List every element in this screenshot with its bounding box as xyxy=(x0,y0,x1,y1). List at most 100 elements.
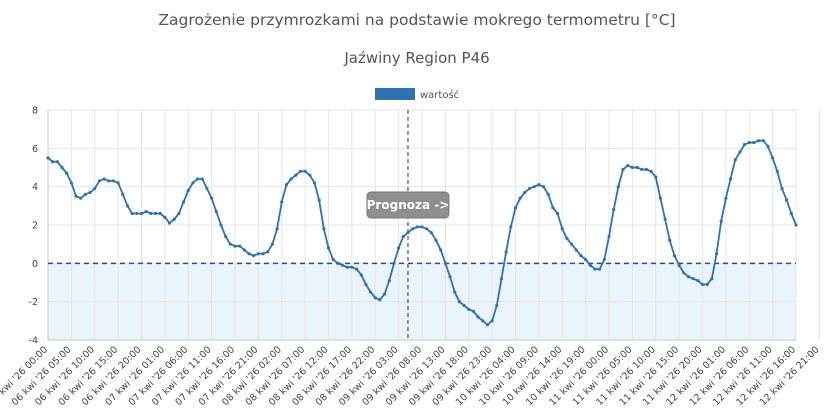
data-point[interactable] xyxy=(439,248,443,252)
data-point[interactable] xyxy=(527,186,532,191)
data-point[interactable] xyxy=(266,250,270,254)
data-point[interactable] xyxy=(780,186,784,191)
data-point[interactable] xyxy=(761,139,765,143)
data-point[interactable] xyxy=(714,252,719,256)
data-point[interactable] xyxy=(682,271,686,275)
data-point[interactable] xyxy=(345,265,349,269)
data-point[interactable] xyxy=(728,177,733,181)
data-point[interactable] xyxy=(429,231,433,235)
data-point[interactable] xyxy=(387,278,391,283)
data-point[interactable] xyxy=(368,290,373,294)
data-point[interactable] xyxy=(340,263,345,267)
data-point[interactable] xyxy=(443,261,447,265)
data-point[interactable] xyxy=(317,198,321,202)
data-point[interactable] xyxy=(504,250,508,254)
data-point[interactable] xyxy=(163,215,167,219)
data-point[interactable] xyxy=(107,179,111,183)
data-point[interactable] xyxy=(532,185,536,189)
data-point[interactable] xyxy=(602,257,606,262)
data-point[interactable] xyxy=(238,244,242,248)
data-point[interactable] xyxy=(181,200,186,204)
data-point[interactable] xyxy=(102,177,106,181)
forecast-badge[interactable] xyxy=(366,191,450,219)
data-point[interactable] xyxy=(700,282,705,287)
data-point[interactable] xyxy=(74,194,78,198)
data-point[interactable] xyxy=(130,211,134,216)
data-point[interactable] xyxy=(513,206,518,210)
data-point[interactable] xyxy=(55,160,59,164)
data-point[interactable] xyxy=(322,227,326,231)
data-point[interactable] xyxy=(579,254,583,258)
data-point[interactable] xyxy=(654,175,658,179)
legend[interactable]: wartość xyxy=(375,88,459,101)
data-point[interactable] xyxy=(93,186,97,191)
data-point[interactable] xyxy=(354,267,359,271)
data-point[interactable] xyxy=(626,163,630,168)
data-point[interactable] xyxy=(121,192,125,196)
data-point[interactable] xyxy=(724,196,728,200)
data-point[interactable] xyxy=(289,177,293,181)
data-point[interactable] xyxy=(630,165,634,170)
data-point[interactable] xyxy=(280,200,284,204)
data-point[interactable] xyxy=(326,246,331,250)
data-point[interactable] xyxy=(705,282,709,287)
data-point[interactable] xyxy=(135,211,139,216)
data-point[interactable] xyxy=(284,183,289,187)
data-point[interactable] xyxy=(298,169,303,173)
data-point[interactable] xyxy=(640,167,644,172)
data-point[interactable] xyxy=(116,181,120,185)
data-point[interactable] xyxy=(219,223,223,227)
data-point[interactable] xyxy=(523,190,527,195)
data-point[interactable] xyxy=(509,225,513,229)
data-point[interactable] xyxy=(584,257,588,262)
data-point[interactable] xyxy=(88,190,92,195)
data-point[interactable] xyxy=(177,211,181,216)
data-point[interactable] xyxy=(565,236,569,241)
data-point[interactable] xyxy=(224,234,228,239)
data-point[interactable] xyxy=(350,265,354,269)
data-point[interactable] xyxy=(420,225,424,229)
data-point[interactable] xyxy=(214,209,218,214)
data-point[interactable] xyxy=(691,277,695,281)
data-point[interactable] xyxy=(308,173,312,177)
data-point[interactable] xyxy=(144,209,148,214)
data-point[interactable] xyxy=(359,273,363,277)
data-point[interactable] xyxy=(453,290,457,294)
data-point[interactable] xyxy=(149,211,153,216)
data-point[interactable] xyxy=(406,231,410,235)
data-point[interactable] xyxy=(742,142,747,147)
data-point[interactable] xyxy=(649,169,653,173)
data-point[interactable] xyxy=(471,309,476,313)
data-point[interactable] xyxy=(766,144,770,149)
data-point[interactable] xyxy=(172,217,176,221)
data-point[interactable] xyxy=(738,150,742,154)
data-point[interactable] xyxy=(401,234,405,239)
data-point[interactable] xyxy=(242,248,246,252)
data-point[interactable] xyxy=(771,156,775,160)
data-point[interactable] xyxy=(775,169,779,173)
data-point[interactable] xyxy=(668,238,672,242)
data-point[interactable] xyxy=(457,300,461,304)
data-point[interactable] xyxy=(270,242,274,246)
data-point[interactable] xyxy=(210,196,214,200)
data-point[interactable] xyxy=(228,242,232,246)
data-point[interactable] xyxy=(476,315,480,319)
data-point[interactable] xyxy=(312,181,317,185)
data-point[interactable] xyxy=(247,252,251,256)
data-point[interactable] xyxy=(710,277,714,281)
data-point[interactable] xyxy=(467,307,471,311)
data-point[interactable] xyxy=(658,196,663,200)
data-point[interactable] xyxy=(593,267,597,271)
data-point[interactable] xyxy=(588,263,592,267)
data-point[interactable] xyxy=(261,252,265,256)
data-point[interactable] xyxy=(373,296,377,300)
data-point[interactable] xyxy=(490,319,494,323)
data-point[interactable] xyxy=(364,282,368,287)
data-point[interactable] xyxy=(612,208,616,212)
data-point[interactable] xyxy=(51,160,55,164)
data-point[interactable] xyxy=(607,234,611,239)
data-point[interactable] xyxy=(186,188,190,193)
data-point[interactable] xyxy=(97,179,102,183)
data-point[interactable] xyxy=(392,261,396,265)
data-point[interactable] xyxy=(415,225,419,229)
